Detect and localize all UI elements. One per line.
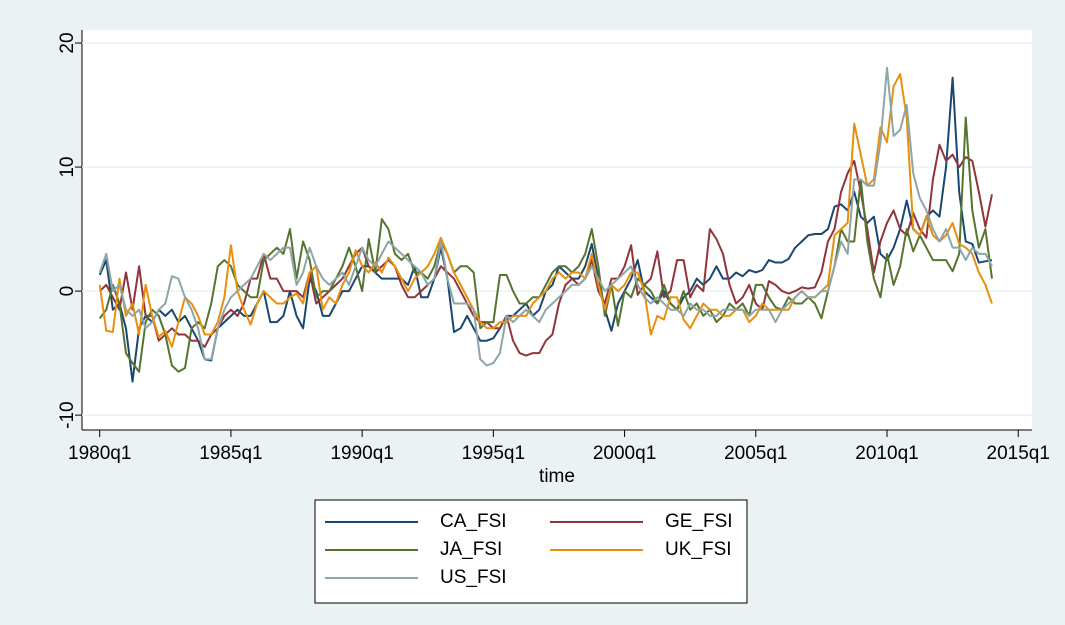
legend-label: UK_FSI <box>665 539 732 560</box>
legend-label: GE_FSI <box>665 511 733 532</box>
legend-label: CA_FSI <box>440 511 507 532</box>
series-line <box>98 116 993 373</box>
x-tick-label: 2000q1 <box>593 443 656 464</box>
series-line <box>99 143 993 357</box>
x-tick-label: 2005q1 <box>724 443 787 464</box>
x-tick-label: 1995q1 <box>462 443 525 464</box>
x-tick-label: 2010q1 <box>855 443 918 464</box>
x-tick-label: 1990q1 <box>330 443 393 464</box>
legend <box>314 499 748 604</box>
x-axis-title: time <box>539 466 575 487</box>
x-tick-label: 1985q1 <box>199 443 262 464</box>
y-tick-label: 0 <box>57 286 78 297</box>
y-tick-label: 10 <box>57 156 78 177</box>
series-line <box>98 73 993 348</box>
plot-area <box>82 30 1032 430</box>
y-tick-label: 20 <box>57 32 78 53</box>
series-line <box>98 66 993 367</box>
legend-label: JA_FSI <box>440 539 502 560</box>
x-tick-label: 2015q1 <box>987 443 1050 464</box>
legend-label: US_FSI <box>440 567 507 588</box>
x-tick-label: 1980q1 <box>68 443 131 464</box>
y-tick-label: -10 <box>57 401 78 428</box>
